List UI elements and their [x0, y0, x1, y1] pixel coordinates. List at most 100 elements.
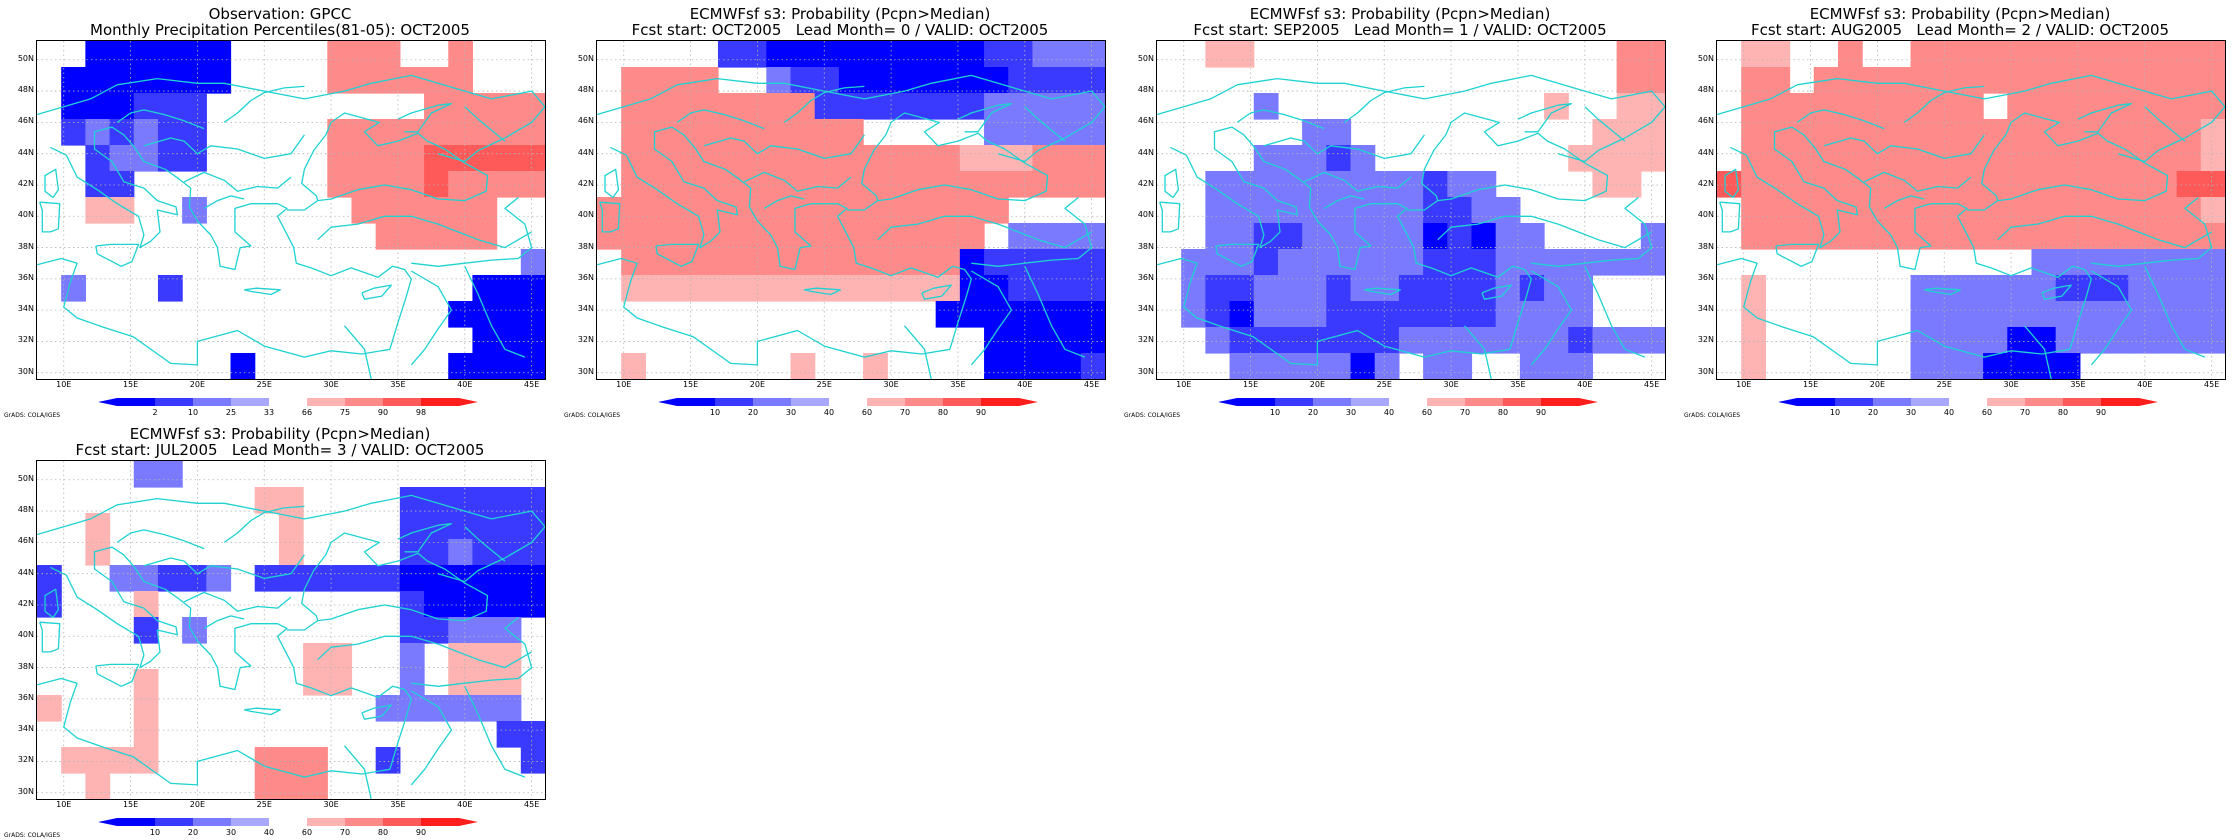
grid-cell — [448, 119, 474, 146]
lon-tick-label: 45E — [1084, 380, 1100, 389]
legend-label: 30 — [1905, 408, 1917, 417]
legend-label: 80 — [1497, 408, 1509, 417]
grid-cell — [472, 275, 498, 302]
grid-cell — [375, 565, 401, 592]
coastline — [37, 494, 545, 583]
grid-cell — [472, 327, 498, 354]
lon-tick-label: 25E — [256, 380, 272, 389]
grid-cell — [1983, 119, 2008, 146]
grid-cell — [2007, 275, 2033, 302]
lat-tick-label: 48N — [577, 85, 594, 95]
coastline — [361, 284, 392, 300]
grid-cell — [2128, 275, 2154, 302]
grid-cell — [1983, 41, 2008, 68]
grid-cell — [157, 145, 183, 172]
lat-tick-label: 42N — [17, 598, 34, 608]
lat-tick-label: 48N — [1697, 85, 1714, 95]
grid-cell — [496, 301, 522, 328]
grid-cell — [1886, 223, 1912, 250]
legend-swatch — [1465, 398, 1503, 406]
grid-cell — [1205, 249, 1231, 276]
grid-cell — [1032, 145, 1058, 172]
grid-cell — [645, 249, 671, 276]
grid-cell — [1910, 353, 1936, 379]
grid-cell — [2079, 223, 2105, 250]
grid-cell — [1813, 93, 1839, 120]
map-frame — [1156, 40, 1666, 380]
grid-cell — [2031, 327, 2057, 354]
grid-cell — [1326, 145, 1352, 172]
grid-cell — [278, 565, 304, 592]
grid-cell — [496, 487, 522, 514]
lat-tick-label: 38N — [1137, 241, 1154, 251]
legend-swatch — [269, 818, 307, 826]
grid-cell — [742, 275, 767, 302]
grid-cell — [448, 353, 474, 379]
grid-cell — [766, 223, 792, 250]
grid-cell — [1008, 93, 1034, 120]
grid-cell — [1326, 327, 1352, 354]
coastline — [1796, 109, 1885, 130]
grid-cell — [1519, 353, 1545, 379]
grid-cell — [2152, 145, 2178, 172]
coastline — [904, 325, 932, 379]
legend-swatch — [155, 818, 193, 826]
grid-cell — [1302, 275, 1327, 302]
grid-cell — [814, 67, 840, 94]
legend-label: 33 — [263, 408, 275, 417]
lat-tick-label: 42N — [17, 178, 34, 188]
grid-cell — [2152, 41, 2178, 68]
grid-cell — [1302, 145, 1327, 172]
coastline — [610, 126, 972, 350]
legend-label: 98 — [415, 408, 427, 417]
grid-cell — [959, 223, 985, 250]
map-canvas — [37, 461, 545, 799]
legend-label: 70 — [2019, 408, 2031, 417]
grid-cell — [448, 591, 474, 618]
grid-cell — [2031, 249, 2057, 276]
grid-cell — [863, 67, 888, 94]
grid-cell — [2104, 249, 2129, 276]
legend-min-arrow — [1778, 398, 1797, 406]
grid-cell — [351, 565, 377, 592]
legend-swatch — [1351, 398, 1389, 406]
grid-cell — [1008, 67, 1034, 94]
grid-cell — [1934, 119, 1960, 146]
grid-cell — [1277, 301, 1303, 328]
legend-swatch — [307, 398, 345, 406]
grid-cell — [1277, 249, 1303, 276]
grid-cell — [424, 695, 449, 722]
lon-tick-label: 40E — [2137, 380, 2153, 389]
grid-cell — [790, 145, 816, 172]
grid-cell — [1910, 119, 1936, 146]
coastline — [2077, 102, 2133, 133]
grads-credit: GrADS: COLA/IGES — [4, 412, 61, 419]
grid-cell — [2007, 327, 2033, 354]
grid-cell — [133, 41, 159, 68]
legend-swatch — [231, 398, 269, 406]
grid-cell — [1447, 327, 1473, 354]
grid-cell — [1277, 223, 1303, 250]
panel-subtitle: Fcst start: OCT2005 Lead Month= 0 / VALI… — [631, 21, 1049, 39]
grid-cell — [1423, 327, 1448, 354]
grid-cell — [1008, 171, 1034, 198]
grid-cell — [448, 67, 474, 94]
grid-cell — [814, 171, 840, 198]
lon-tick-label: 45E — [2204, 380, 2220, 389]
grid-cell — [717, 249, 743, 276]
grid-cell — [1181, 275, 1206, 302]
grid-cell — [1592, 327, 1618, 354]
coastline — [1584, 266, 1646, 358]
grid-cell — [1302, 353, 1327, 379]
grid-cell — [327, 67, 353, 94]
lat-tick-label: 46N — [1697, 116, 1714, 126]
grid-cell — [375, 171, 401, 198]
grid-cell — [1958, 275, 1984, 302]
grid-cell — [1398, 327, 1424, 354]
grid-cell — [448, 197, 474, 224]
grid-cell — [1032, 67, 1058, 94]
grid-cell — [2176, 41, 2202, 68]
grid-cell — [520, 327, 545, 354]
grid-cell — [669, 67, 695, 94]
grid-cell — [1205, 327, 1231, 354]
